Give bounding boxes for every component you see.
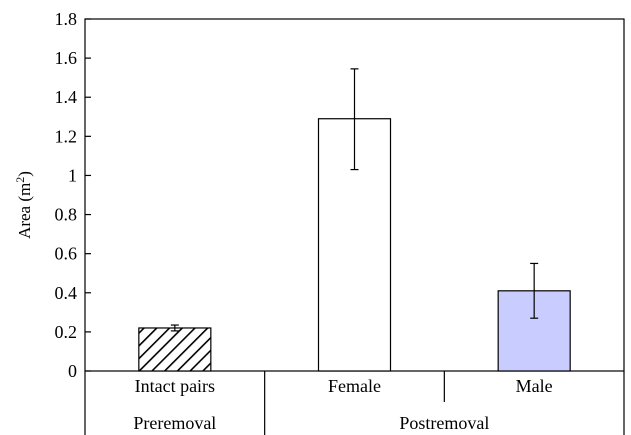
- x-category-label: Male: [516, 376, 553, 396]
- y-tick-label: 1.2: [55, 126, 78, 146]
- y-tick-label: 0.6: [55, 244, 78, 264]
- y-tick-label: 1.4: [55, 87, 78, 107]
- y-tick-label: 1: [68, 165, 77, 185]
- y-tick-label: 0.8: [55, 205, 78, 225]
- x-category-label: Female: [328, 376, 381, 396]
- x-axis-groups: Preremoval Postremoval: [133, 413, 489, 433]
- y-tick-label: 0: [68, 361, 77, 381]
- y-tick-label: 0.2: [55, 322, 78, 342]
- y-axis-label: Area (m2): [13, 171, 34, 239]
- y-tick-label: 0.4: [55, 283, 78, 303]
- y-tick-label: 1.8: [55, 9, 78, 29]
- y-tick-label: 1.6: [55, 48, 78, 68]
- y-axis: 0 0.2 0.4 0.6 0.8 1 1.2 1.4 1.6 1.8: [55, 9, 91, 381]
- x-category-label: Intact pairs: [135, 376, 215, 396]
- error-bars: [170, 68, 539, 332]
- x-group-label: Postremoval: [399, 413, 489, 433]
- bars: [138, 118, 571, 372]
- x-group-label: Preremoval: [133, 413, 216, 433]
- bar-intact-pairs: [138, 327, 212, 372]
- x-axis-categories: Intact pairs Female Male: [84, 371, 625, 435]
- y-axis-label-superscript: 2: [13, 177, 27, 183]
